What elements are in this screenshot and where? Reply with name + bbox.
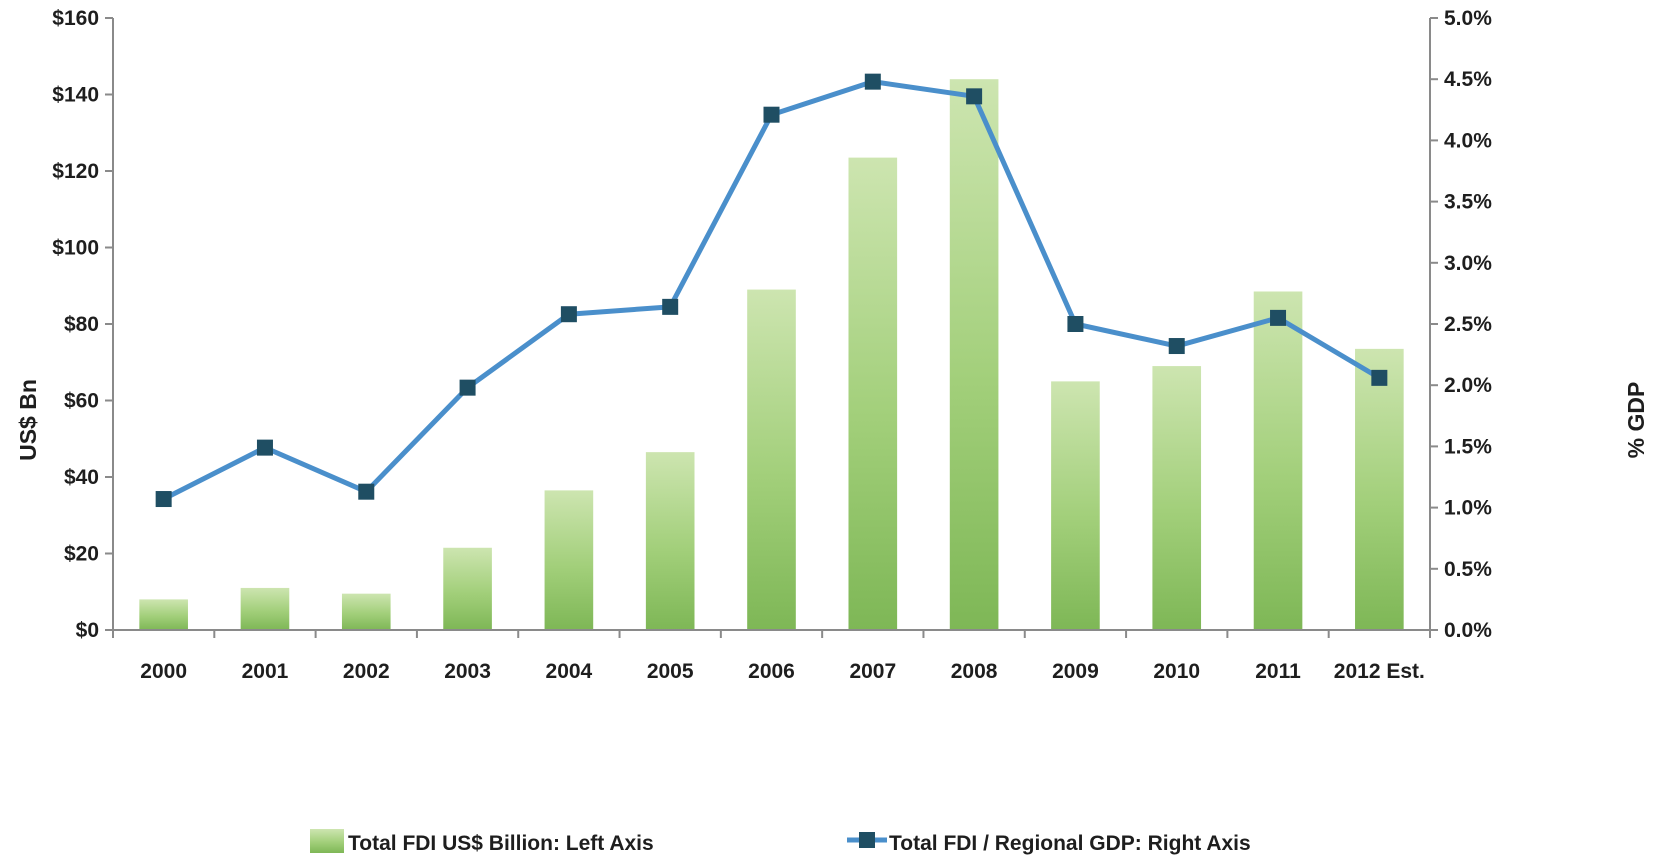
left-tick-label: $60 — [64, 390, 99, 413]
bar — [1152, 366, 1202, 630]
left-tick-label: $120 — [52, 160, 99, 183]
bar — [544, 490, 594, 630]
gdp-marker — [763, 106, 780, 123]
left-tick-label: $20 — [64, 543, 99, 566]
legend-item-bars: Total FDI US$ Billion: Left Axis — [310, 829, 654, 855]
right-tick-label: 3.5% — [1444, 191, 1492, 214]
legend-line-marker — [859, 832, 875, 848]
x-tick-label: 2009 — [1052, 660, 1099, 683]
right-tick-label: 4.5% — [1444, 68, 1492, 91]
legend-label-bars: Total FDI US$ Billion: Left Axis — [348, 832, 654, 855]
right-tick-label: 2.0% — [1444, 374, 1492, 397]
gdp-marker — [864, 73, 881, 90]
gdp-marker — [459, 379, 476, 396]
legend-label-line: Total FDI / Regional GDP: Right Axis — [889, 832, 1251, 855]
bar-series — [139, 79, 1404, 631]
left-axis-title: US$ Bn — [15, 379, 41, 461]
right-axis-ticks: 0.0% 0.5% 1.0% 1.5% 2.0% 2.5% 3.0% 3.5% 4.0% 4.5%… — [1430, 7, 1492, 642]
x-tick-label: 2010 — [1153, 660, 1200, 683]
x-tick-label: 2000 — [140, 660, 187, 683]
bar — [645, 452, 695, 630]
left-tick-label: $140 — [52, 84, 99, 107]
x-tick-label: 2005 — [647, 660, 694, 683]
x-tick-label: 2011 — [1255, 660, 1301, 683]
right-tick-label: 4.0% — [1444, 129, 1492, 152]
left-tick-label: $160 — [52, 7, 99, 30]
gdp-marker — [1270, 309, 1287, 326]
x-tick-label: 2003 — [444, 660, 491, 683]
gdp-marker — [1168, 338, 1185, 355]
legend-bar-swatch — [310, 829, 344, 853]
right-tick-label: 3.0% — [1444, 252, 1492, 275]
gdp-marker — [662, 298, 679, 315]
x-tick-label: 2006 — [748, 660, 795, 683]
x-axis-tick-labels: 2000 2001 2002 2003 2004 2005 2006 2007 2008 2009… — [112, 630, 1431, 683]
bar — [240, 587, 290, 630]
x-tick-label: 2002 — [343, 660, 390, 683]
bar — [139, 599, 188, 630]
gdp-marker — [1371, 369, 1388, 386]
bar — [848, 157, 898, 631]
gdp-marker — [560, 306, 577, 323]
x-tick-label: 2012 Est. — [1334, 660, 1425, 683]
legend: Total FDI US$ Billion: Left Axis Total F… — [310, 829, 1251, 855]
bar — [747, 289, 796, 630]
gdp-marker — [256, 439, 273, 456]
bar — [443, 547, 492, 630]
left-tick-label: $40 — [64, 466, 99, 489]
bar — [1355, 348, 1404, 630]
gdp-marker — [1067, 316, 1084, 332]
left-tick-label: $0 — [76, 619, 99, 642]
legend-item-line: Total FDI / Regional GDP: Right Axis — [847, 832, 1251, 855]
axes — [112, 18, 1431, 631]
right-tick-label: 2.5% — [1444, 313, 1492, 336]
right-axis-title: % GDP — [1623, 382, 1649, 459]
right-tick-label: 0.5% — [1444, 558, 1492, 581]
bar — [949, 79, 999, 630]
bar — [341, 593, 391, 630]
left-axis-ticks: $0 $20 $40 $60 $80 $100 $120 $140 $160 — [52, 7, 113, 642]
right-tick-label: 1.5% — [1444, 435, 1492, 458]
gdp-marker — [966, 88, 983, 105]
bar — [1051, 381, 1100, 630]
x-tick-label: 2007 — [849, 660, 896, 683]
left-tick-label: $100 — [52, 237, 99, 260]
bar — [1253, 291, 1303, 630]
right-tick-label: 0.0% — [1444, 619, 1492, 642]
left-tick-label: $80 — [64, 313, 99, 336]
line-series — [155, 73, 1388, 508]
x-tick-label: 2008 — [951, 660, 998, 683]
right-tick-label: 1.0% — [1444, 497, 1492, 520]
x-tick-label: 2001 — [242, 660, 289, 683]
gdp-marker — [358, 483, 375, 500]
right-tick-label: 5.0% — [1444, 7, 1492, 30]
x-tick-label: 2004 — [546, 660, 593, 683]
gdp-marker — [155, 491, 172, 508]
